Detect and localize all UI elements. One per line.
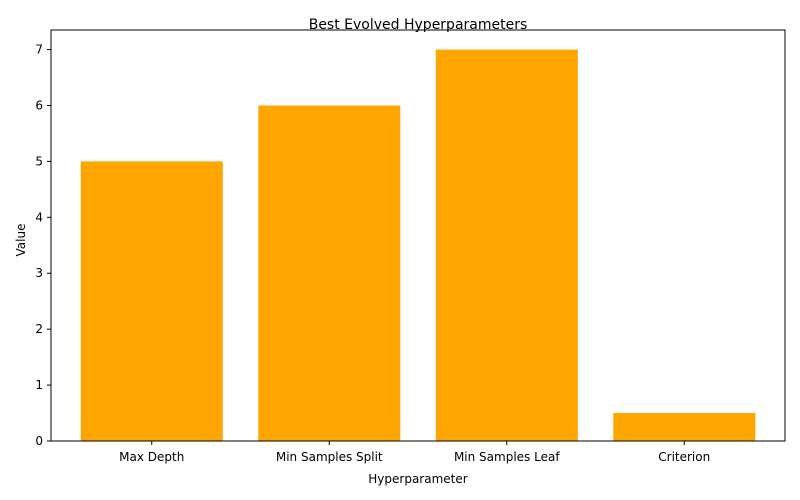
bar-max-depth xyxy=(80,161,223,441)
chart-title: Best Evolved Hyperparameters xyxy=(309,17,528,33)
y-tick-label: 7 xyxy=(35,43,43,57)
y-tick-label: 1 xyxy=(35,378,43,392)
x-tick-label: Min Samples Split xyxy=(276,450,383,464)
y-tick-label: 0 xyxy=(35,434,43,448)
x-tick-label: Min Samples Leaf xyxy=(454,450,560,464)
x-axis-ticks: Max Depth Min Samples Split Min Samples Le… xyxy=(119,441,710,464)
x-axis-label: Hyperparameter xyxy=(368,472,467,486)
y-tick-label: 3 xyxy=(35,266,43,280)
x-tick-label: Max Depth xyxy=(119,450,184,464)
bar-min-samples-split xyxy=(258,105,401,441)
bar-min-samples-leaf xyxy=(435,49,578,441)
y-axis-ticks: 0 1 2 3 4 5 6 7 xyxy=(35,43,51,448)
x-tick-label: Criterion xyxy=(658,450,710,464)
y-tick-label: 4 xyxy=(35,210,43,224)
y-axis-label: Value xyxy=(14,224,28,257)
bars-group xyxy=(80,49,756,441)
y-tick-label: 5 xyxy=(35,154,43,168)
y-tick-label: 2 xyxy=(35,322,43,336)
bar-criterion xyxy=(613,413,756,441)
plot-frame xyxy=(50,29,786,442)
y-tick-label: 6 xyxy=(35,98,43,112)
